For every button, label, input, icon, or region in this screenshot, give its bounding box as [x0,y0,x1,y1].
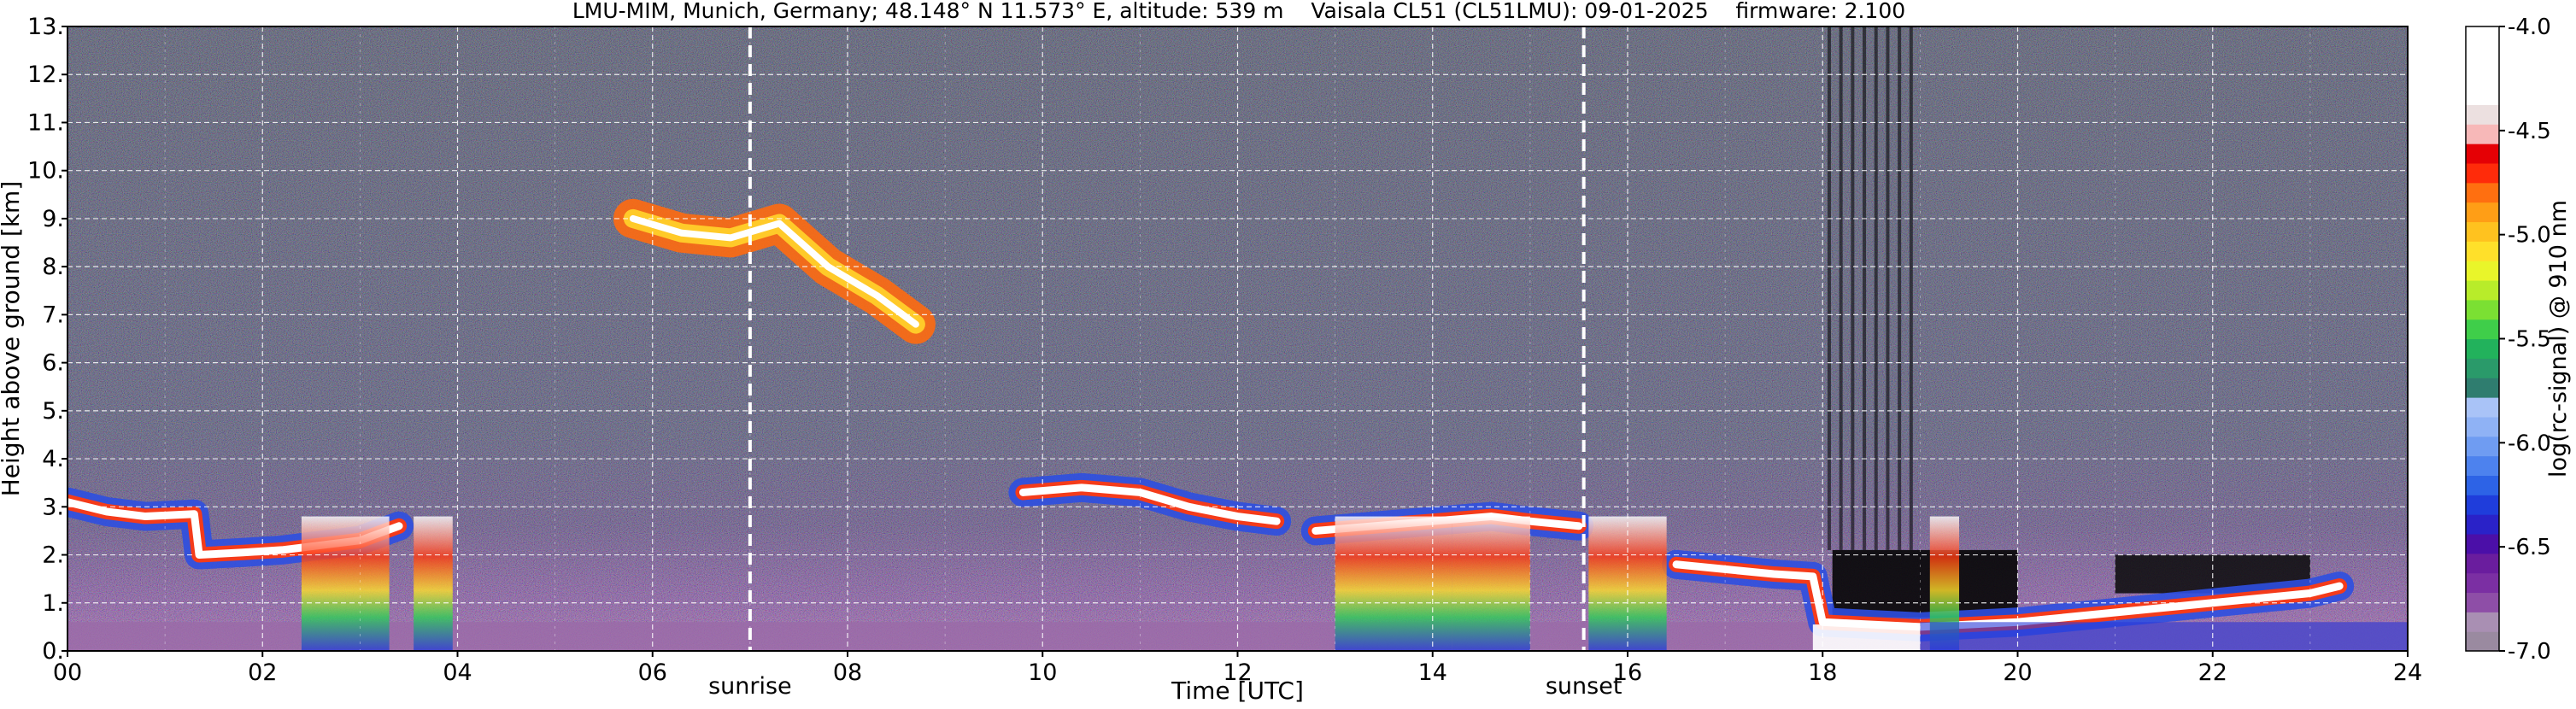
dark-streak [1827,26,1831,550]
colorbar-tick-label: -5.5 [2508,327,2551,353]
colorbar-segment [2466,397,2499,418]
colorbar-segment [2466,358,2499,378]
y-tick-label: 12. [27,62,64,88]
colorbar-tick-label: -6.0 [2508,431,2551,456]
y-tick-label: 13. [27,14,64,40]
precipitation-shaft [1335,516,1452,651]
colorbar-label: log(rc-signal) @ 910 nm [2545,200,2572,478]
colorbar-segment [2466,279,2499,301]
colorbar-segment [2466,162,2499,184]
colorbar-segment [2466,475,2499,495]
x-tick-label: 20 [2003,659,2032,686]
x-tick-label: 06 [638,659,667,686]
x-tick-label: 22 [2198,659,2227,686]
x-tick-label: 08 [833,659,862,686]
colorbar-segment [2466,338,2499,359]
x-tick-label: 00 [53,659,82,686]
y-tick-label: 11. [27,109,64,136]
y-tick-label: 0. [42,638,64,665]
x-tick-label: 10 [1028,659,1057,686]
colorbar-segment [2466,241,2499,261]
chart-title: LMU-MIM, Munich, Germany; 48.148° N 11.5… [572,0,1905,23]
colorbar-segment [2466,45,2499,67]
dark-streak [1886,26,1890,550]
colorbar-segment [2466,612,2499,632]
dark-streak [1851,26,1855,550]
colorbar-tick-label: -6.5 [2508,535,2551,560]
colorbar-segment [2466,572,2499,594]
y-tick-label: 4. [42,446,64,472]
y-tick-label: 9. [42,206,64,232]
colorbar-segment [2466,436,2499,457]
annotation-label: sunrise [708,673,792,700]
colorbar-segment [2466,182,2499,203]
colorbar-segment [2466,299,2499,320]
colorbar-segment [2466,85,2499,105]
x-tick-label: 02 [248,659,277,686]
colorbar-tick-label: -7.0 [2508,639,2551,665]
x-tick-label: 18 [1808,659,1837,686]
colorbar-segment [2466,514,2499,535]
x-tick-label: 04 [443,659,472,686]
dark-streak [1909,26,1913,550]
y-tick-label: 8. [42,254,64,280]
colorbar-segment [2466,553,2499,574]
y-tick-label: 2. [42,542,64,569]
y-tick-label: 7. [42,302,64,328]
colorbar-segment [2466,144,2499,164]
x-tick-label: 24 [2393,659,2422,686]
dark-streak [1863,26,1867,550]
precipitation-shaft [301,516,390,651]
dark-region [1832,549,2018,618]
x-tick-label: 16 [1613,659,1642,686]
colorbar-segment [2466,202,2499,223]
y-tick-label: 1. [42,590,64,617]
y-axis-label: Height above ground [km] [0,181,25,497]
colorbar-segment [2466,592,2499,612]
dark-streak [1898,26,1902,550]
colorbar-segment [2466,261,2499,281]
precipitation-shaft [414,516,453,651]
x-axis-label: Time [UTC] [1171,677,1304,705]
feature-cloud-base [629,214,919,328]
y-tick-label: 10. [27,158,64,185]
dark-streak [1839,26,1843,550]
colorbar-segment [2466,533,2499,554]
y-tick-label: 5. [42,398,64,425]
surface-signal [1812,624,1921,651]
dark-streak [1874,26,1878,550]
precipitation-shaft [1452,516,1530,651]
colorbar-segment [2466,495,2499,515]
colorbar-segment [2466,221,2499,242]
colorbar-tick-label: -4.5 [2508,119,2551,144]
colorbar-tick-label: -5.0 [2508,223,2551,249]
x-tick-label: 14 [1418,659,1447,686]
annotation-label: sunset [1546,673,1622,700]
colorbar-segment [2466,26,2499,47]
feature-cloud-base [1018,483,1281,525]
colorbar-segment [2466,631,2499,652]
colorbar-segment [2466,416,2499,437]
colorbar-segment [2466,319,2499,340]
colorbar-segment [2466,104,2499,125]
x-tick-label: 12 [1223,659,1252,686]
low-layer [1920,622,2408,651]
colorbar-segment [2466,65,2499,86]
y-tick-label: 6. [42,350,64,377]
colorbar-segment [2466,378,2499,398]
colorbar-segment [2466,124,2499,144]
colorbar-tick-label: -4.0 [2508,15,2551,40]
y-tick-label: 3. [42,494,64,520]
colorbar-segment [2466,455,2499,477]
